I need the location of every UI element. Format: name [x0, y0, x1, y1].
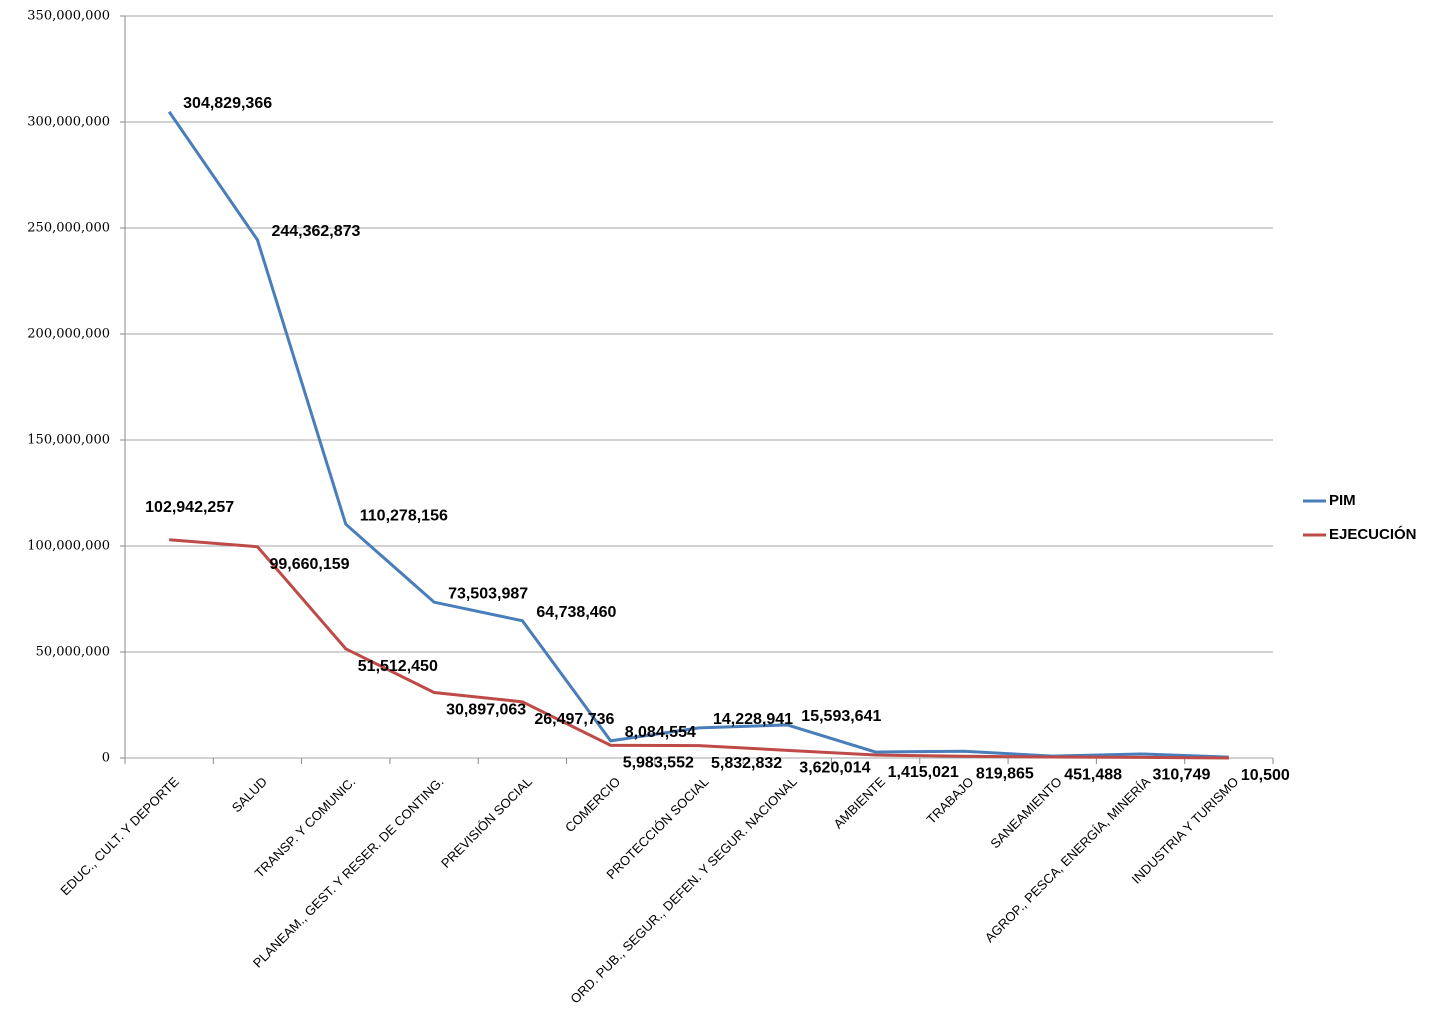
y-tick-label: 250,000,000 — [27, 221, 110, 236]
series-line — [167, 110, 1229, 759]
x-tick-label: PROTECCIÓN SOCIAL — [603, 774, 711, 882]
x-tick-label: SANEAMIENTO — [987, 774, 1064, 851]
data-label: 51,512,450 — [358, 658, 438, 675]
data-label: 8,084,554 — [625, 724, 696, 741]
data-label: 5,983,552 — [623, 755, 694, 772]
data-label: 73,503,987 — [448, 585, 528, 602]
data-label: 64,738,460 — [536, 604, 616, 621]
y-tick-label: 200,000,000 — [27, 327, 110, 342]
y-tick-label: 50,000,000 — [36, 645, 110, 660]
data-label: 10,500 — [1241, 767, 1290, 784]
series-line — [169, 538, 1229, 760]
legend-label: EJECUCIÓN — [1329, 525, 1417, 543]
data-label: 102,942,257 — [145, 499, 234, 516]
data-label: 310,749 — [1153, 767, 1211, 784]
data-label: 244,362,873 — [271, 223, 360, 240]
x-tick-label: COMERCIO — [562, 774, 623, 835]
data-label: 15,593,641 — [801, 708, 881, 725]
data-label: 14,228,941 — [713, 711, 793, 728]
data-label: 3,620,014 — [799, 760, 870, 777]
y-tick-label: 350,000,000 — [27, 9, 110, 24]
x-tick-label: TRANSP. Y COMUNIC. — [252, 774, 359, 881]
data-label: 451,488 — [1064, 766, 1122, 783]
x-tick-label: SALUD — [229, 774, 270, 815]
x-tick-label: PREVISIÓN SOCIAL — [438, 774, 535, 871]
y-tick-label: 300,000,000 — [27, 115, 110, 130]
data-label: 99,660,159 — [269, 556, 349, 573]
data-label: 5,832,832 — [711, 755, 782, 772]
data-label: 1,415,021 — [888, 764, 959, 781]
data-label: 819,865 — [976, 765, 1034, 782]
x-tick-label: TRABAJO — [923, 774, 976, 827]
data-label: 30,897,063 — [446, 702, 526, 719]
x-tick-label: PLANEAM., GEST. Y RESER. DE CONTING. — [250, 774, 447, 971]
y-tick-label: 100,000,000 — [27, 539, 110, 554]
data-label: 304,829,366 — [183, 95, 272, 112]
data-label: 26,497,736 — [534, 711, 614, 728]
x-tick-label: AGROP., PESCA, ENERGÍA, MINERÍA — [982, 774, 1154, 946]
y-tick-label: 0 — [102, 751, 110, 766]
x-tick-label: EDUC., CULT. Y DEPORTE — [57, 774, 182, 899]
data-label: 110,278,156 — [360, 507, 448, 524]
legend-label: PIM — [1329, 492, 1356, 509]
y-tick-label: 150,000,000 — [27, 433, 110, 448]
x-tick-label: AMBIENTE — [831, 774, 889, 832]
